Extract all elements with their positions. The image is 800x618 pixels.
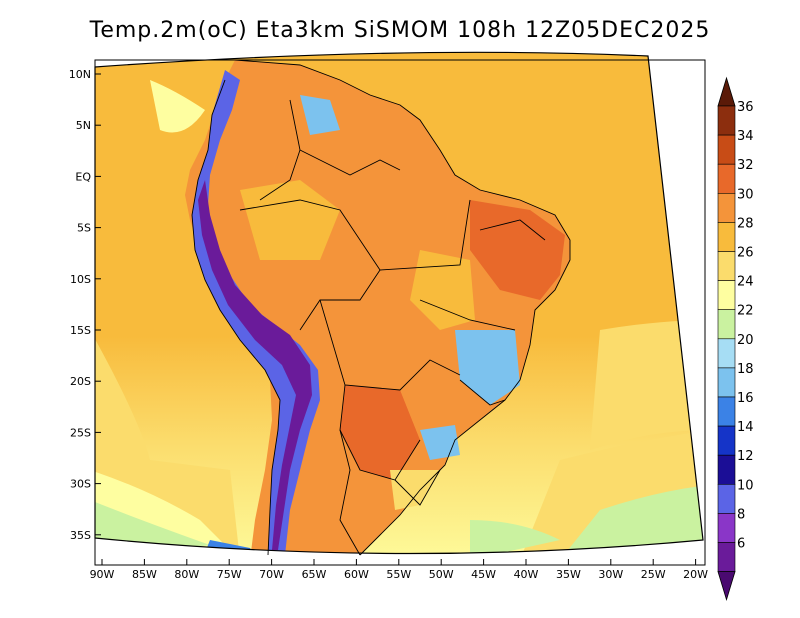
map-domain [95, 52, 703, 554]
colorbar-label: 14 [737, 420, 754, 435]
colorbar-label: 30 [737, 187, 754, 202]
colorbar: 36 34 32 30 28 26 24 22 20 18 16 14 12 10 8 6 [717, 76, 754, 601]
guiana-highlands [300, 95, 340, 135]
colorbar-label: 32 [737, 158, 754, 173]
lat-label: 30S [70, 478, 91, 491]
colorbar-label: 16 [737, 391, 754, 406]
colorbar-segment [717, 222, 736, 252]
colorbar-label: 34 [737, 129, 754, 144]
lat-label: 35S [70, 529, 91, 542]
lat-label: 5S [77, 222, 91, 235]
lon-label: 80W [174, 568, 199, 581]
amazon-mild [240, 180, 340, 260]
lat-label: EQ [75, 170, 91, 183]
lat-label: 10N [69, 68, 91, 81]
lon-label: 30W [598, 568, 623, 581]
colorbar-label: 12 [737, 449, 754, 464]
colorbar-label: 26 [737, 246, 754, 261]
lat-label: 25S [70, 426, 91, 439]
colorbar-segment [717, 454, 736, 485]
colorbar-segment [717, 483, 736, 514]
colorbar-label: 22 [737, 304, 754, 319]
colorbar-segment [717, 425, 736, 456]
lon-label: 70W [259, 568, 284, 581]
south-highlands [420, 425, 460, 460]
central-mild [410, 250, 475, 330]
plata-cold [470, 520, 560, 554]
uruguay-mild [390, 470, 440, 510]
lon-label: 55W [386, 568, 411, 581]
northeast-hot [470, 200, 565, 300]
latitude-axis: 10N 5N EQ 5S 10S 15S 20S 25S 30S 35S [69, 68, 101, 542]
southeast-highlands [455, 330, 520, 405]
colorbar-bottom-arrow [717, 571, 736, 601]
lon-label: 45W [471, 568, 496, 581]
colorbar-segment [717, 309, 736, 340]
colorbar-label: 6 [737, 537, 745, 552]
longitude-axis: 90W 85W 80W 75W 70W 65W 60W 55W 50W 45W 40W 35W 30W 2… [90, 559, 708, 581]
colorbar-segment [717, 513, 736, 543]
colorbar-segment [717, 280, 736, 311]
plot-border [94, 59, 706, 566]
colorbar-label: 10 [737, 478, 754, 493]
andes-cold-core [198, 180, 312, 550]
lon-label: 50W [429, 568, 454, 581]
colorbar-label: 36 [737, 100, 754, 115]
lon-label: 65W [302, 568, 327, 581]
colorbar-top-arrow [717, 76, 736, 107]
chaco-hot [340, 385, 420, 480]
colorbar-label: 24 [737, 275, 754, 290]
lon-label: 90W [90, 568, 115, 581]
lon-label: 60W [344, 568, 369, 581]
lon-label: 75W [217, 568, 242, 581]
lon-label: 40W [514, 568, 539, 581]
lon-label: 25W [641, 568, 666, 581]
lon-label: 35W [556, 568, 581, 581]
colorbar-segment [717, 193, 736, 223]
lat-label: 10S [70, 273, 91, 286]
lon-label: 20W [683, 568, 708, 581]
atlantic-south [590, 320, 703, 450]
colorbar-segment [717, 251, 736, 281]
lon-label: 85W [132, 568, 157, 581]
colorbar-label: 8 [737, 507, 745, 522]
colorbar-segment [717, 134, 736, 165]
colorbar-segment [717, 396, 736, 427]
lat-label: 20S [70, 375, 91, 388]
map-title: Temp.2m(oC) Eta3km SiSMOM 108h 12Z05DEC2… [89, 18, 711, 43]
colorbar-segment [717, 338, 736, 369]
lat-label: 15S [70, 324, 91, 337]
map-frame [94, 51, 704, 555]
colorbar-segment [717, 105, 736, 136]
colorbar-segment [717, 163, 736, 194]
colorbar-segment [717, 367, 736, 398]
colorbar-label: 20 [737, 333, 754, 348]
colorbar-label: 28 [737, 216, 754, 231]
colorbar-segment [717, 542, 736, 572]
lat-label: 5N [76, 119, 91, 132]
atlantic-cold [560, 485, 703, 554]
country-borders [191, 59, 571, 556]
caribbean-cool [150, 80, 205, 133]
colorbar-label: 18 [737, 362, 754, 377]
